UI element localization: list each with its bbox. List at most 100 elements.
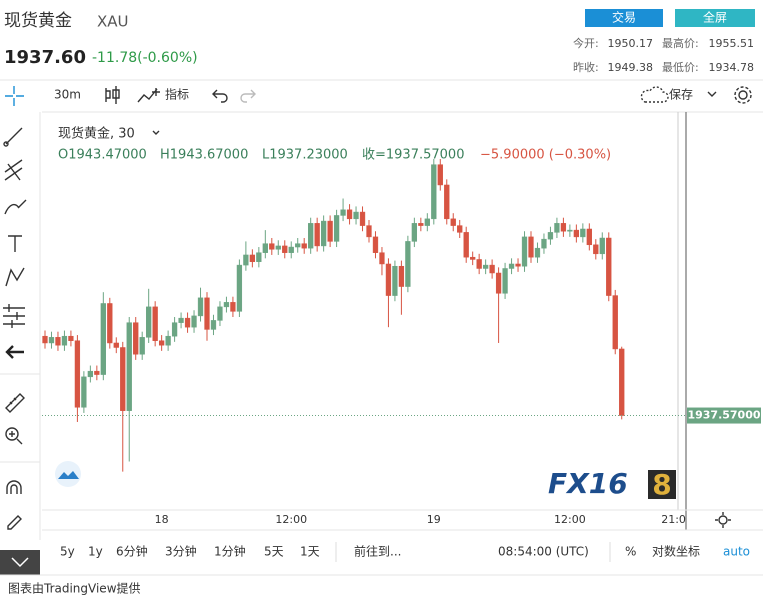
- candle-body: [113, 342, 119, 348]
- price-change: -11.78(-0.60%): [92, 50, 198, 66]
- chart-title: 现货黄金, 30: [58, 126, 135, 142]
- candle-body: [152, 306, 158, 341]
- watermark-fx: FX16: [548, 467, 628, 500]
- candle-body: [340, 209, 346, 216]
- trade-button-label[interactable]: 交易: [612, 10, 636, 25]
- stat-value: 1949.38: [608, 61, 654, 74]
- candle-body: [210, 320, 217, 330]
- candle-body: [126, 322, 132, 411]
- footer: 图表由TradingView提供: [8, 581, 141, 596]
- candle-body: [463, 232, 469, 258]
- candle-icon[interactable]: [105, 86, 120, 104]
- candle-body: [327, 220, 333, 242]
- back-tool[interactable]: [5, 345, 24, 359]
- instrument-name: 现货黄金: [4, 11, 72, 31]
- candle-body: [301, 243, 307, 249]
- line-tool[interactable]: [3, 127, 23, 147]
- candle-body: [508, 263, 515, 269]
- clock: 08:54:00 (UTC): [498, 545, 589, 559]
- zoom-tool-detail[interactable]: [9, 431, 23, 445]
- brush-tool[interactable]: [4, 199, 27, 215]
- indicator-icon[interactable]: [137, 88, 160, 103]
- auto-toggle[interactable]: auto: [723, 545, 750, 559]
- range-button[interactable]: 6分钟: [116, 544, 148, 559]
- trade-button[interactable]: [585, 9, 663, 27]
- range-button[interactable]: 5天: [264, 545, 284, 559]
- fullscreen-button[interactable]: [675, 9, 755, 27]
- candle-body: [236, 264, 243, 312]
- range-button[interactable]: 5y: [60, 545, 75, 559]
- ruler-tool[interactable]: [5, 393, 25, 413]
- candle-body: [171, 322, 178, 337]
- candle-body: [405, 241, 411, 287]
- save-menu[interactable]: [707, 91, 717, 97]
- tools-toggle-arrow[interactable]: [11, 557, 29, 568]
- log-toggle[interactable]: 对数坐标: [652, 544, 700, 559]
- watermark-box: [648, 470, 676, 499]
- range-button[interactable]: 1天: [300, 545, 320, 559]
- candle-body: [541, 238, 547, 249]
- candle-body: [359, 211, 366, 226]
- range-button[interactable]: 1分钟: [214, 544, 246, 559]
- prediction-tool[interactable]: [3, 304, 25, 328]
- candle-body: [470, 256, 476, 260]
- tools-toggle[interactable]: [0, 550, 40, 575]
- undo[interactable]: [212, 89, 228, 103]
- candle-body: [94, 370, 100, 375]
- axis-settings-rays[interactable]: [715, 512, 731, 528]
- settings[interactable]: [738, 90, 748, 100]
- cloud-icon[interactable]: [640, 86, 669, 103]
- redo: [240, 89, 256, 103]
- candle-body: [567, 229, 573, 232]
- lock-tool[interactable]: [7, 515, 22, 530]
- crosshair-tool[interactable]: [5, 86, 24, 106]
- candle-body: [482, 264, 489, 269]
- candle-body: [275, 245, 281, 250]
- candle-body: [320, 220, 327, 247]
- candle-body: [282, 245, 288, 253]
- magnet-tool[interactable]: [6, 480, 22, 494]
- candle-body: [61, 335, 68, 346]
- range-button[interactable]: 3分钟: [165, 544, 197, 559]
- candle-body: [314, 223, 320, 247]
- candle-body: [158, 340, 165, 346]
- candle-body: [431, 164, 437, 220]
- candle-body: [230, 302, 236, 312]
- fib-tool[interactable]: [4, 159, 23, 181]
- candle-body: [353, 211, 359, 220]
- fullscreen-button-label[interactable]: 全屏: [703, 10, 727, 25]
- text-tool[interactable]: [8, 235, 22, 252]
- range-buttons: 5y 1y 6分钟 3分钟 1分钟 5天 1天: [60, 544, 320, 559]
- range-button[interactable]: 1y: [88, 545, 103, 559]
- candle-body: [606, 237, 612, 296]
- interval[interactable]: 30m: [54, 88, 81, 102]
- axis-settings[interactable]: [718, 515, 728, 525]
- settings-gear[interactable]: [734, 86, 752, 104]
- legend-menu[interactable]: [152, 130, 160, 135]
- zoom-tool[interactable]: [5, 427, 19, 441]
- candle-body: [107, 303, 113, 344]
- goto-button[interactable]: 前往到...: [354, 544, 401, 559]
- pattern-tool[interactable]: [5, 267, 25, 287]
- percent-toggle[interactable]: %: [625, 545, 636, 559]
- candle-body: [489, 264, 495, 274]
- candle-body: [385, 263, 392, 296]
- indicators-button[interactable]: 指标: [165, 87, 189, 102]
- candle-body: [554, 223, 560, 233]
- stat-value: 1950.17: [608, 37, 654, 50]
- candle-body: [256, 252, 262, 262]
- candle-body: [411, 223, 418, 242]
- save-button[interactable]: 保存: [669, 88, 693, 102]
- candle-body: [139, 337, 145, 355]
- ohlc-value: O1943.47000: [58, 148, 147, 163]
- stat-value: 1955.51: [709, 37, 755, 50]
- candle-body: [450, 218, 456, 226]
- candle-body: [295, 243, 301, 248]
- candle-body: [424, 218, 430, 226]
- candle-body: [288, 246, 294, 253]
- candle-body: [269, 243, 275, 250]
- candle-body: [379, 252, 385, 265]
- candle-body: [547, 232, 554, 240]
- candle-body: [223, 302, 230, 308]
